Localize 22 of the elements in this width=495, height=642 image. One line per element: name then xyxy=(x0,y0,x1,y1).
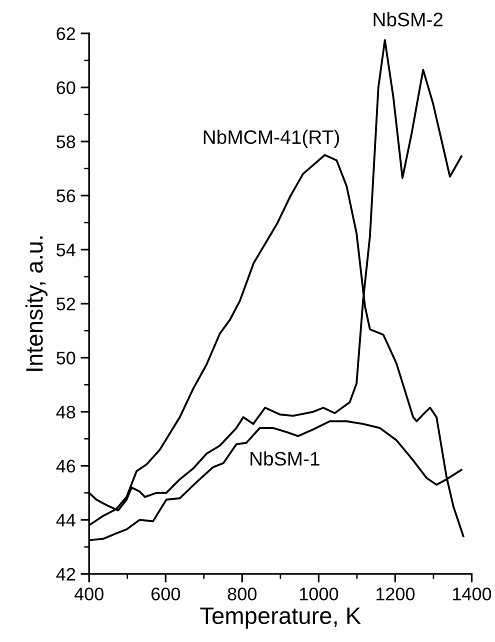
y-tick-label: 54 xyxy=(56,244,76,256)
y-tick-label: 44 xyxy=(56,514,76,526)
y-tick-label: 42 xyxy=(56,568,75,580)
x-axis-title: Temperature, K xyxy=(200,608,361,629)
x-tick-label: 1400 xyxy=(453,588,492,600)
y-tick-label: 48 xyxy=(56,406,76,418)
x-tick-label: 1000 xyxy=(300,588,338,600)
series-label: NbMCM-41(RT) xyxy=(204,130,339,148)
y-tick-label: 56 xyxy=(56,189,76,202)
series-label: NbSM-2 xyxy=(374,12,443,26)
y-tick-label: 58 xyxy=(56,135,76,148)
y-tick-label: 46 xyxy=(56,460,76,473)
x-tick-label: 600 xyxy=(151,588,180,600)
y-tick-label: 52 xyxy=(56,298,75,310)
y-tick-label: 60 xyxy=(56,81,76,94)
y-tick-label: 50 xyxy=(56,352,76,364)
series-label: NbSM-1 xyxy=(250,451,320,466)
x-tick-label: 1200 xyxy=(376,588,415,600)
y-tick-label: 62 xyxy=(56,27,75,40)
y-axis-title: Intensity, a.u. xyxy=(25,236,48,371)
x-tick-label: 800 xyxy=(228,588,257,600)
x-tick-label: 400 xyxy=(74,588,104,600)
